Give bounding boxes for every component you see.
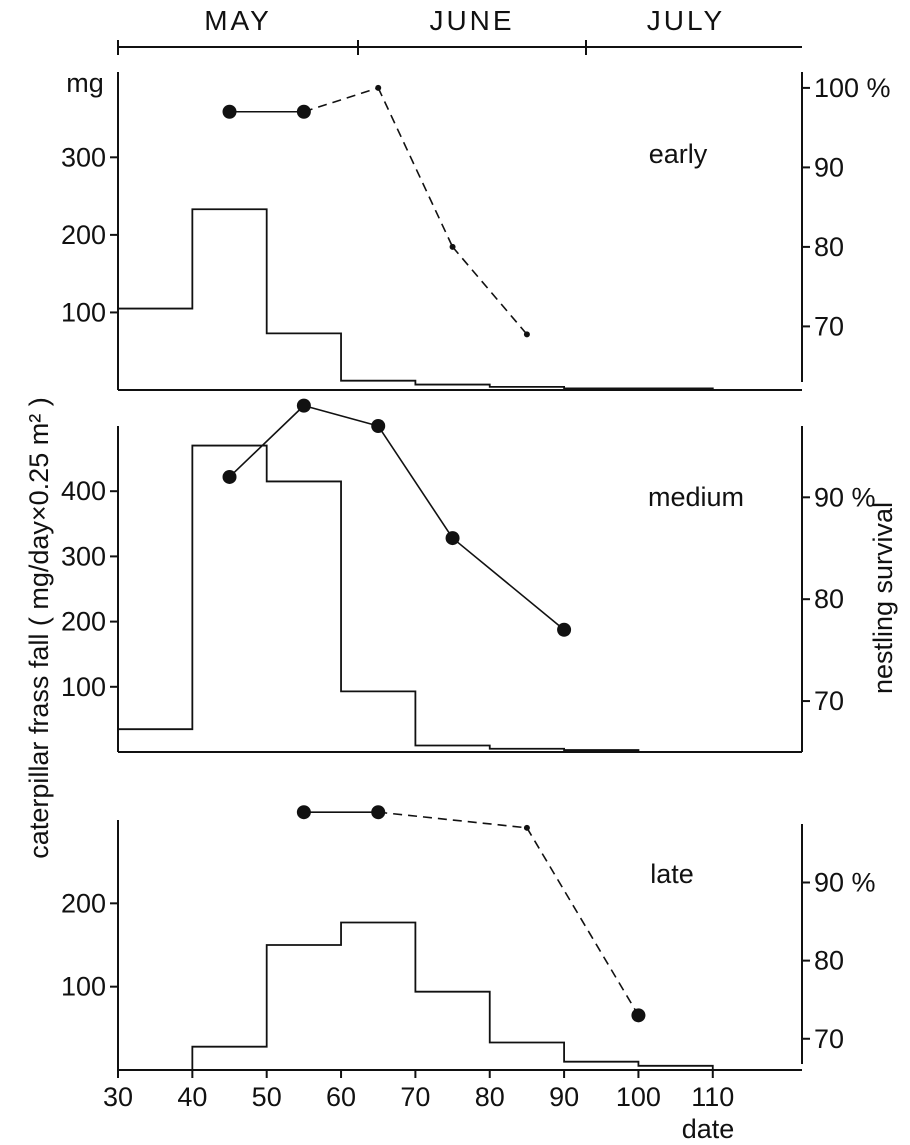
survival-point (371, 419, 386, 433)
right-tick-label: 80 (814, 232, 844, 262)
right-tick-label: 80 (814, 584, 844, 614)
panel-label-medium: medium (648, 482, 744, 512)
survival-point (222, 469, 237, 484)
x-tick-label: 100 (616, 1082, 661, 1112)
frass-step-early (118, 208, 714, 390)
survival-point (222, 104, 237, 119)
x-tick-label: 30 (103, 1082, 133, 1112)
frass-step-late (118, 921, 714, 1071)
survival-point (631, 1008, 646, 1023)
left-unit-label: mg (66, 68, 104, 98)
x-tick-label: 80 (475, 1082, 505, 1112)
right-tick-label: 90 % (814, 868, 876, 898)
left-tick-label: 100 (61, 672, 106, 702)
survival-segment (452, 537, 565, 631)
left-axis-title: caterpillar frass fall ( mg/day×0.25 m² … (24, 397, 54, 858)
left-tick-label: 200 (61, 888, 106, 918)
survival-point (523, 331, 530, 338)
survival-point (375, 84, 382, 91)
frass-step-medium (118, 444, 640, 752)
month-bar: MAY JUNE JULY (117, 5, 802, 55)
left-tick-label: 300 (61, 142, 106, 172)
survival-segment (526, 827, 640, 1016)
panel-label-late: late (650, 859, 694, 889)
x-tick-label: 40 (177, 1082, 207, 1112)
left-tick-label: 100 (61, 297, 106, 327)
survival-point (296, 398, 311, 413)
survival-segment (378, 811, 527, 829)
survival-segment (451, 246, 528, 335)
survival-segment (303, 404, 379, 427)
survival-segment (377, 87, 454, 248)
survival-segment (377, 425, 454, 539)
right-tick-label: 70 (814, 311, 844, 341)
survival-point (445, 531, 460, 546)
right-tick-label: 90 (814, 152, 844, 182)
survival-point (557, 622, 572, 637)
left-tick-label: 300 (61, 541, 106, 571)
x-tick-label: 90 (549, 1082, 579, 1112)
survival-segment (228, 405, 305, 478)
panel-early: early mg 100 200 300 70 80 90 100 % (61, 68, 891, 391)
month-label-june: JUNE (429, 5, 514, 36)
survival-point (449, 243, 456, 250)
panel-late: late 100 200 70 80 90 % (61, 805, 876, 1071)
right-tick-label: 90 % (814, 482, 876, 512)
survival-point (296, 104, 311, 119)
survival-point (371, 805, 386, 820)
left-tick-label: 400 (61, 476, 106, 506)
survival-point (296, 805, 311, 820)
right-tick-label: 70 (814, 686, 844, 716)
right-tick-label: 80 (814, 946, 844, 976)
panel-label-early: early (649, 139, 708, 169)
survival-segment (303, 87, 379, 113)
x-tick-label: 110 (691, 1082, 734, 1112)
survival-point (523, 824, 530, 831)
left-tick-label: 100 (61, 972, 106, 1002)
left-tick-label: 200 (61, 607, 106, 637)
x-axis-title: date (682, 1114, 735, 1144)
x-tick-label: 70 (400, 1082, 430, 1112)
right-tick-label: 100 % (814, 73, 891, 103)
panel-medium: medium 100 200 300 400 70 80 90 % (61, 398, 876, 753)
month-label-july: JULY (647, 5, 725, 36)
x-axis: date 30 40 50 60 70 80 90 100 110 (103, 1070, 734, 1144)
month-label-may: MAY (204, 5, 272, 36)
right-axis-title: nestling survival (868, 502, 898, 694)
x-tick-label: 50 (252, 1082, 282, 1112)
x-tick-label: 60 (326, 1082, 356, 1112)
left-tick-label: 200 (61, 220, 106, 250)
right-tick-label: 70 (814, 1024, 844, 1054)
